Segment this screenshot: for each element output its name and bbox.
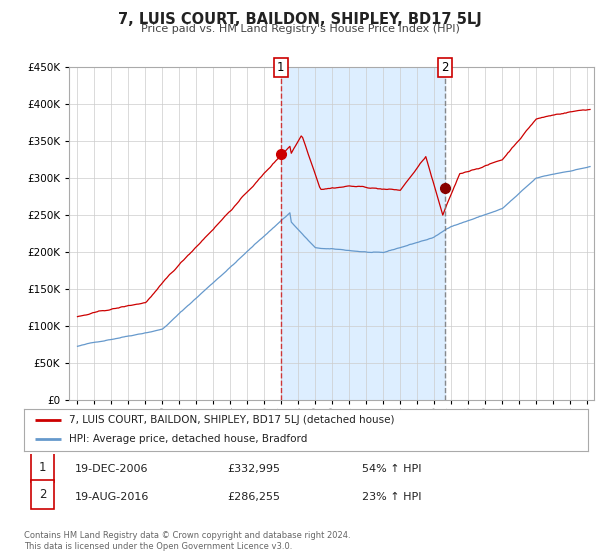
Text: 23% ↑ HPI: 23% ↑ HPI (362, 492, 422, 502)
Text: HPI: Average price, detached house, Bradford: HPI: Average price, detached house, Brad… (69, 435, 307, 445)
Text: £332,995: £332,995 (227, 464, 280, 474)
Bar (281, 67, 445, 400)
Text: 1: 1 (277, 60, 284, 74)
Text: Price paid vs. HM Land Registry's House Price Index (HPI): Price paid vs. HM Land Registry's House … (140, 24, 460, 34)
Text: Contains HM Land Registry data © Crown copyright and database right 2024.: Contains HM Land Registry data © Crown c… (24, 531, 350, 540)
Text: 7, LUIS COURT, BAILDON, SHIPLEY, BD17 5LJ: 7, LUIS COURT, BAILDON, SHIPLEY, BD17 5L… (118, 12, 482, 27)
FancyBboxPatch shape (31, 453, 55, 482)
Text: 7, LUIS COURT, BAILDON, SHIPLEY, BD17 5LJ (detached house): 7, LUIS COURT, BAILDON, SHIPLEY, BD17 5L… (69, 415, 395, 425)
Text: 19-DEC-2006: 19-DEC-2006 (75, 464, 148, 474)
Text: 19-AUG-2016: 19-AUG-2016 (75, 492, 149, 502)
FancyBboxPatch shape (31, 480, 55, 510)
Text: 54% ↑ HPI: 54% ↑ HPI (362, 464, 422, 474)
Text: 1: 1 (39, 461, 46, 474)
Text: This data is licensed under the Open Government Licence v3.0.: This data is licensed under the Open Gov… (24, 542, 292, 550)
Text: 2: 2 (39, 488, 46, 501)
Text: 2: 2 (441, 60, 449, 74)
Text: £286,255: £286,255 (227, 492, 280, 502)
